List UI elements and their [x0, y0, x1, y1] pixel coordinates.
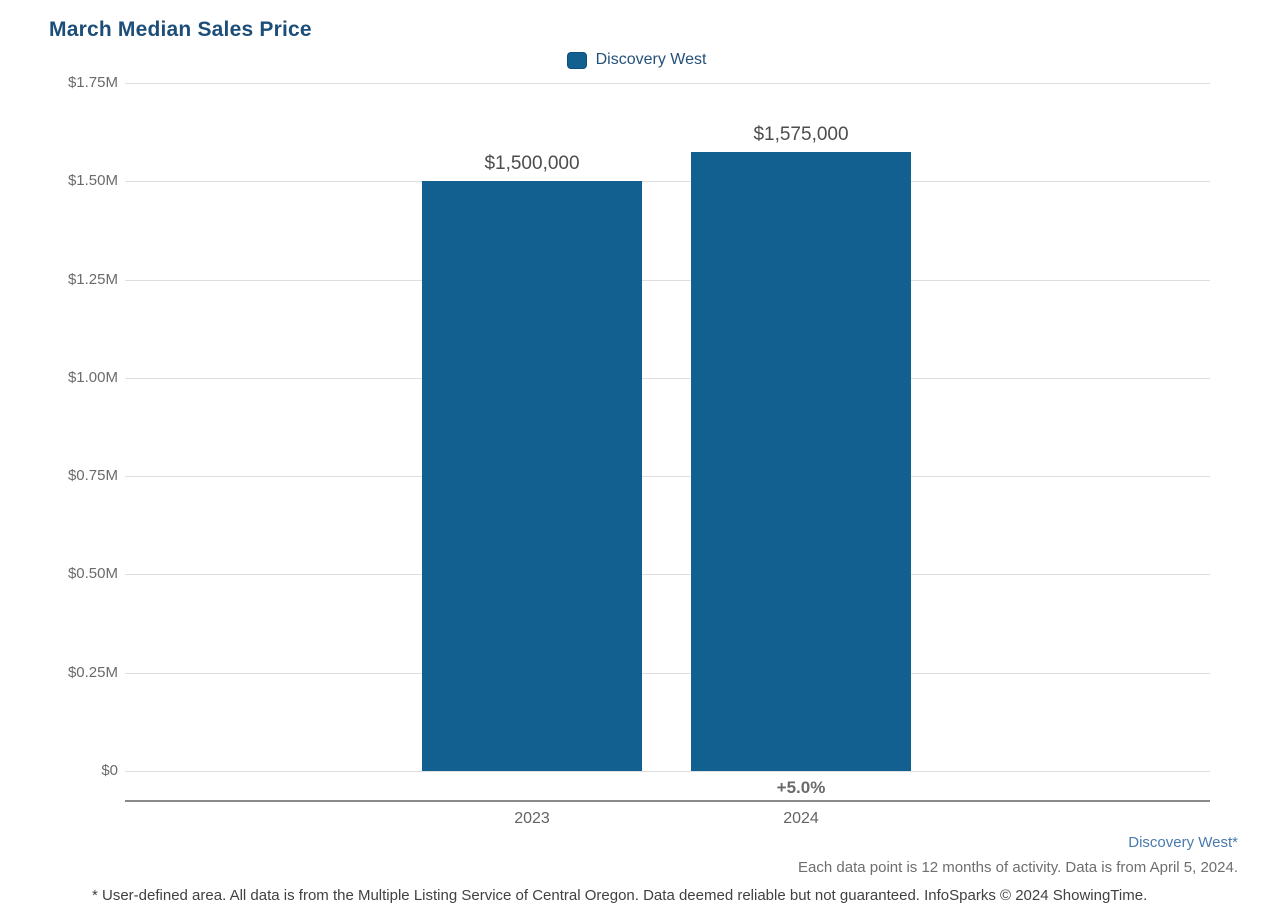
y-axis-tick-label: $0 [101, 762, 118, 779]
y-axis-tick-label: $0.25M [67, 664, 118, 681]
legend-label: Discovery West [595, 51, 707, 68]
footer-disclaimer: * User-defined area. All data is from th… [92, 887, 1148, 904]
y-gridline [125, 181, 1210, 182]
page-title: March Median Sales Price [49, 18, 312, 41]
y-gridline [125, 574, 1210, 575]
x-axis-tick-label: 2023 [514, 810, 550, 827]
y-gridline [125, 476, 1210, 477]
y-axis-tick-label: $1.50M [67, 172, 118, 189]
y-axis-tick-label: $0.50M [67, 565, 118, 582]
bar-value-label: $1,500,000 [484, 153, 580, 174]
y-gridline [125, 378, 1210, 379]
y-axis-tick-label: $0.75M [67, 467, 118, 484]
y-gridline [125, 83, 1210, 84]
footer-data-note: Each data point is 12 months of activity… [798, 859, 1238, 876]
y-axis-tick-label: $1.75M [67, 74, 118, 91]
bar-2024 [691, 152, 911, 771]
x-axis-line [125, 800, 1210, 802]
y-axis-tick-label: $1.25M [67, 271, 118, 288]
bar-2023 [422, 181, 642, 771]
y-gridline [125, 673, 1210, 674]
legend: Discovery West [0, 49, 1273, 71]
x-axis-tick-label: 2024 [783, 810, 819, 827]
y-gridline [125, 280, 1210, 281]
legend-swatch-icon [566, 51, 587, 69]
y-axis-tick-label: $1.00M [67, 369, 118, 386]
y-gridline [125, 771, 1210, 772]
change-percent-label: +5.0% [776, 778, 826, 797]
footer-area-label: Discovery West* [1128, 834, 1238, 851]
bar-value-label: $1,575,000 [753, 124, 849, 145]
